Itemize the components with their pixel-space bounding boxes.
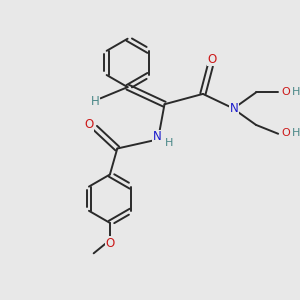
Text: N: N	[153, 130, 161, 143]
Text: O: O	[207, 53, 216, 66]
Text: O: O	[281, 128, 290, 138]
Text: N: N	[230, 102, 238, 115]
Text: H: H	[292, 87, 300, 97]
Text: H: H	[91, 95, 100, 108]
Text: H: H	[292, 128, 300, 138]
Text: O: O	[281, 87, 290, 97]
Text: O: O	[84, 118, 93, 131]
Text: O: O	[105, 237, 115, 250]
Text: H: H	[165, 138, 174, 148]
